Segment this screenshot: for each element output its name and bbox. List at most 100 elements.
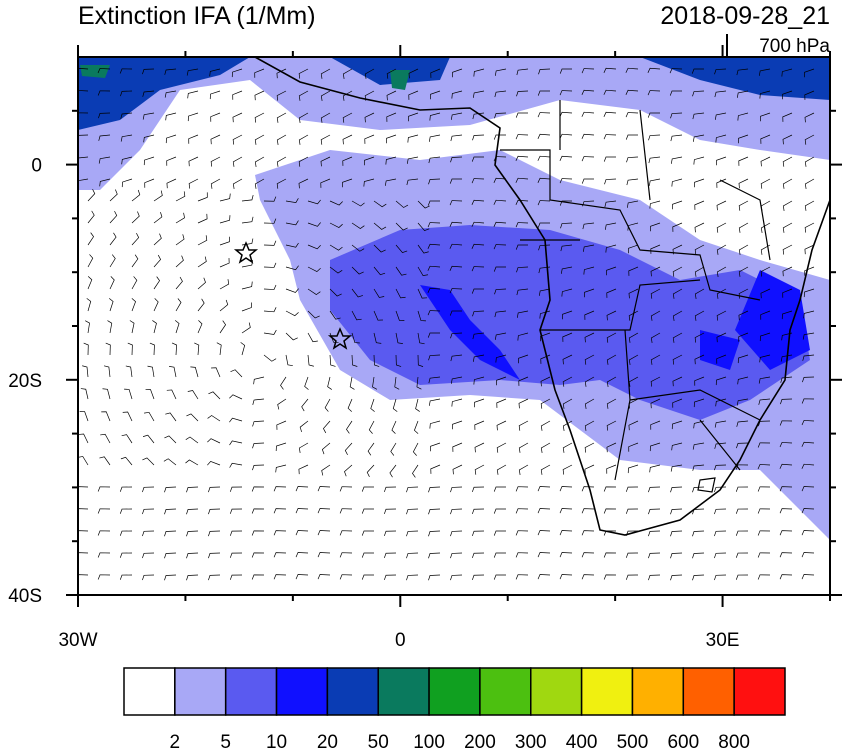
- wind-barb: [175, 298, 182, 312]
- wind-barb: [714, 90, 727, 98]
- wind-barb: [351, 244, 365, 252]
- wind-barb: [384, 574, 397, 581]
- wind-barb: [428, 398, 441, 406]
- wind-barb: [650, 244, 661, 254]
- wind-barb: [386, 134, 397, 144]
- wind-barb: [219, 236, 230, 246]
- wind-barb: [119, 552, 133, 558]
- wind-barb: [648, 552, 661, 559]
- wind-barb: [298, 112, 309, 123]
- wind-barb: [672, 332, 683, 343]
- wind-barb: [229, 552, 243, 558]
- wind-barb: [307, 332, 318, 343]
- wind-barb: [670, 486, 683, 493]
- wind-barbs: [78, 67, 815, 581]
- wind-barb: [472, 574, 485, 581]
- wind-barb: [428, 530, 441, 537]
- wind-barb: [606, 398, 617, 409]
- wind-barb: [317, 486, 331, 492]
- wind-barb: [538, 68, 551, 75]
- wind-barb: [406, 178, 419, 186]
- wind-barb: [408, 68, 419, 79]
- wind-barb: [273, 508, 287, 514]
- wind-barb: [735, 486, 749, 492]
- wind-barb: [515, 199, 529, 205]
- wind-barb: [649, 442, 661, 452]
- wind-barb: [474, 464, 485, 475]
- colorbar-swatch: [326, 667, 379, 716]
- wind-barb: [329, 200, 343, 206]
- wind-barb: [474, 420, 485, 430]
- wind-barb: [87, 232, 94, 246]
- wind-barb: [395, 332, 403, 344]
- wind-barb: [127, 342, 133, 356]
- wind-barb: [757, 464, 771, 470]
- wind-barb: [276, 90, 287, 101]
- wind-barb: [584, 376, 595, 387]
- wind-barb: [493, 574, 507, 580]
- wind-barb: [188, 178, 199, 189]
- wind-barb: [760, 178, 771, 189]
- wind-barb: [647, 67, 661, 73]
- wind-barb: [103, 365, 111, 378]
- wind-barb: [606, 310, 617, 321]
- wind-barb: [124, 388, 133, 400]
- wind-barb: [584, 398, 595, 409]
- wind-barb: [648, 156, 661, 164]
- wind-barb: [230, 369, 243, 378]
- wind-barb: [559, 111, 573, 117]
- wind-barb: [560, 244, 573, 252]
- wind-barb: [175, 234, 185, 246]
- wind-barb: [252, 398, 265, 405]
- wind-barb: [627, 464, 639, 474]
- wind-barb: [342, 156, 353, 166]
- wind-barb: [263, 196, 277, 202]
- wind-barb: [370, 398, 375, 412]
- wind-barb: [781, 310, 793, 320]
- wind-barb: [273, 574, 287, 580]
- wind-barb: [537, 508, 551, 514]
- wind-barb: [241, 281, 253, 290]
- wind-barb: [692, 134, 705, 142]
- wind-barb: [119, 530, 133, 536]
- wind-barb: [782, 134, 793, 145]
- colorbar-label: 500: [617, 732, 649, 750]
- wind-barb: [516, 310, 529, 318]
- wind-barb: [493, 508, 507, 514]
- wind-barb: [626, 156, 639, 163]
- wind-barb: [628, 266, 639, 276]
- wind-barb: [738, 288, 749, 299]
- wind-barb: [515, 244, 529, 250]
- wind-barb: [494, 68, 507, 76]
- wind-barb: [186, 508, 199, 515]
- wind-barb: [164, 435, 177, 444]
- wind-barb: [339, 574, 353, 580]
- wind-barb: [714, 464, 727, 471]
- wind-barb: [804, 134, 815, 145]
- wind-barb: [518, 464, 529, 475]
- wind-barb: [197, 213, 208, 224]
- wind-barb: [342, 90, 353, 101]
- wind-barb: [339, 552, 353, 558]
- wind-barb: [273, 486, 287, 492]
- wind-barb: [219, 320, 227, 334]
- wind-barb: [254, 68, 265, 78]
- wind-barb: [406, 574, 419, 581]
- wind-barb: [518, 420, 529, 431]
- colorbar-swatch: [377, 667, 430, 716]
- wind-barb: [97, 508, 111, 514]
- x-tick-label: 0: [395, 630, 406, 651]
- wind-barb: [671, 178, 683, 187]
- wind-barb: [142, 68, 155, 75]
- wind-barb: [208, 574, 221, 581]
- wind-barb: [603, 89, 617, 95]
- wind-barb: [153, 211, 163, 224]
- wind-barb: [515, 486, 529, 492]
- wind-barb: [760, 288, 771, 299]
- wind-barb: [606, 288, 617, 298]
- wind-barb: [417, 332, 425, 345]
- colorbar-label: 20: [317, 732, 338, 750]
- wind-barb: [537, 486, 551, 492]
- wind-barb: [801, 552, 815, 558]
- wind-barb: [716, 310, 727, 321]
